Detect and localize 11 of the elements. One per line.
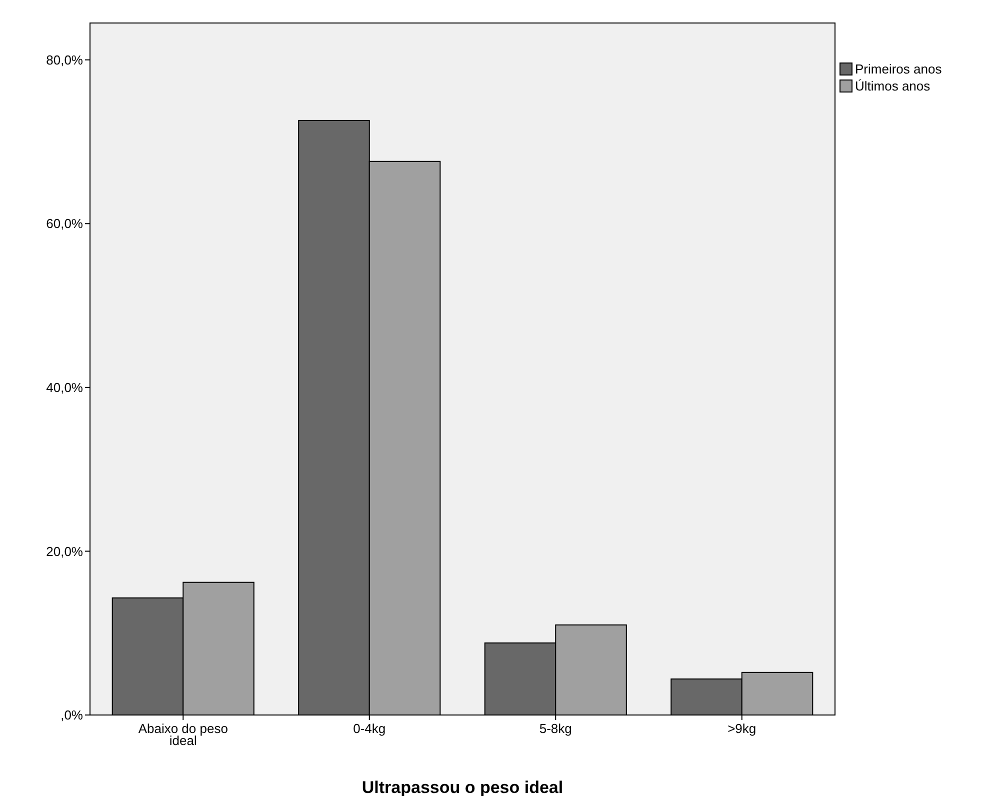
y-tick-label: ,0% [60,708,84,723]
y-tick-label: 80,0% [46,52,84,68]
x-tick-label: 5-8kg [539,721,572,736]
x-tick-label: Abaixo do peso ideal [138,721,228,748]
legend-label: Primeiros anos [855,62,942,77]
y-tick-label: 40,0% [46,380,84,395]
x-tick-label: 0-4kg [353,721,386,736]
legend-label: Últimos anos [855,78,931,94]
y-tick-label: 20,0% [46,544,84,559]
y-tick-label: 60,0% [46,216,84,232]
x-tick-label: >9kg [728,721,756,736]
